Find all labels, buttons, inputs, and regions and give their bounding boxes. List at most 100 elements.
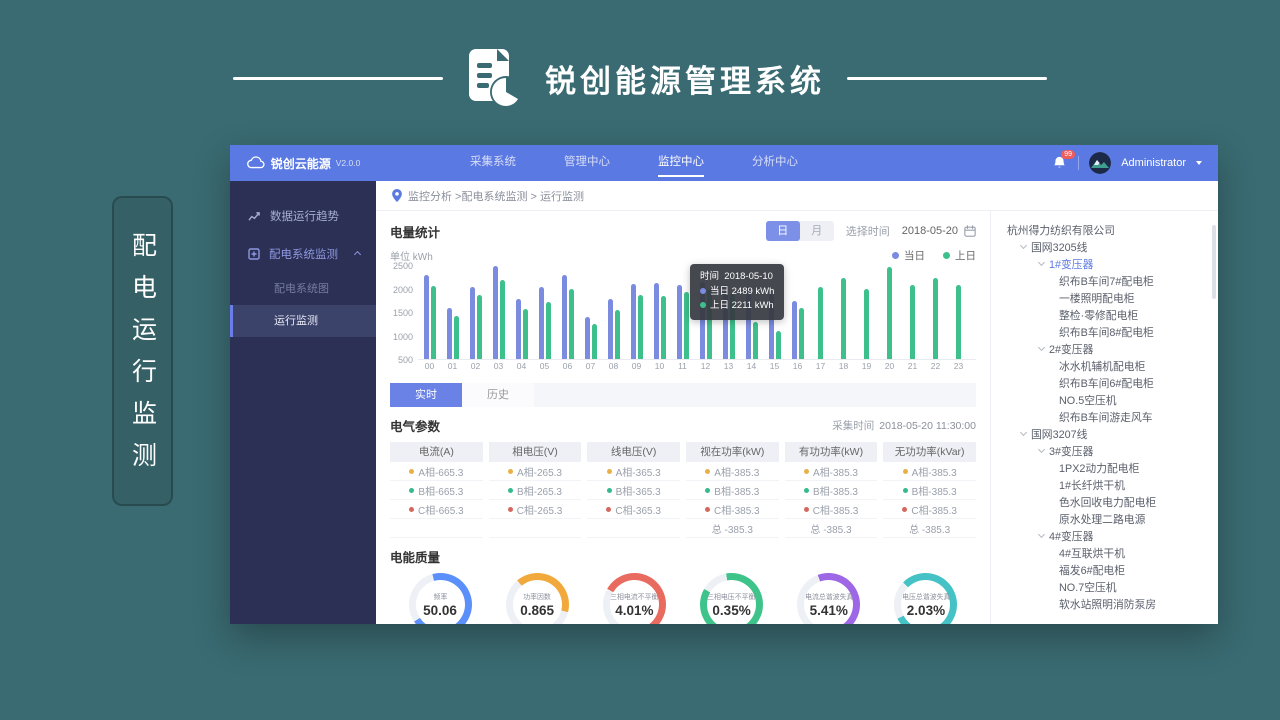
tooltip-row: 上日 2211 kWh: [700, 299, 774, 314]
legend-item[interactable]: 当日: [892, 248, 925, 263]
bar-上日: [798, 307, 804, 359]
chart-unit-label: 单位 kWh: [390, 252, 433, 263]
tab-历史[interactable]: 历史: [462, 383, 534, 407]
app-logo[interactable]: 锐创云能源 V2.0.0: [230, 155, 376, 172]
nav-item[interactable]: 采集系统: [446, 145, 540, 181]
gauge: 三相电流不平衡 4.01%: [588, 573, 680, 624]
chevron-down-icon[interactable]: [1196, 161, 1202, 165]
param-column: 线电压(V) A相-365.3 B相-365.3 C相-365.3: [587, 442, 680, 538]
tree-item[interactable]: 织布B车间8#配电柜: [999, 323, 1210, 340]
tree-item-label: 织布B车间8#配电柜: [1059, 326, 1154, 339]
tree-item[interactable]: 4#互联烘干机: [999, 544, 1210, 561]
phase-dot: [606, 468, 612, 474]
nav-item[interactable]: 分析中心: [728, 145, 822, 181]
bar-上日: [660, 296, 666, 359]
gauge-label: 三相电压不平衡: [707, 592, 756, 601]
panel-icon: [248, 248, 260, 260]
legend-item[interactable]: 上日: [943, 248, 976, 263]
gauge-label: 频率: [433, 592, 447, 601]
chart-plot-area: 00 01 02 03 04 05 06 07 08 09 10 11 12 13 14 15 16 17 18 19…: [418, 264, 976, 373]
bar-当日: [584, 317, 590, 359]
tree-item[interactable]: 福发6#配电柜: [999, 561, 1210, 578]
param-total: 总 -385.3: [909, 524, 951, 536]
bar-当日: [446, 307, 452, 359]
param-value: C相-385.3: [812, 505, 859, 517]
param-cell: 总 -385.3: [685, 519, 779, 538]
logo-version: V2.0.0: [335, 158, 361, 168]
tree-item[interactable]: 4#变压器: [999, 527, 1210, 544]
param-cell: B相-385.3: [685, 481, 779, 500]
phase-dot: [409, 487, 415, 493]
gauge: 频率 50.06: [394, 573, 486, 624]
tree-item[interactable]: 3#变压器: [999, 442, 1210, 459]
param-value: A相-265.3: [516, 467, 562, 479]
tree-item[interactable]: 整检·零修配电柜: [999, 306, 1210, 323]
breadcrumb-text: 监控分析 >配电系统监测 > 运行监测: [408, 190, 585, 203]
tree-item[interactable]: 1#长纤烘干机: [999, 476, 1210, 493]
tree-item[interactable]: 国网3205线: [999, 238, 1210, 255]
tree-item-label: 织布B车间6#配电柜: [1059, 377, 1154, 390]
tree-item-label: 1PX2动力配电柜: [1059, 462, 1140, 475]
sidebar-item[interactable]: 配电系统监测: [230, 235, 376, 273]
bar-上日: [910, 284, 915, 359]
tree-item[interactable]: 原水处理二路电源: [999, 510, 1210, 527]
date-picker[interactable]: 2018-05-20: [902, 225, 976, 237]
gauge-value: 2.03%: [906, 603, 946, 618]
period-toggle-option[interactable]: 日: [765, 221, 800, 241]
y-tick-label: 2500: [392, 261, 413, 271]
bar-group: [441, 266, 464, 359]
phase-dot: [803, 487, 809, 493]
tree-item[interactable]: 1#变压器: [999, 255, 1210, 272]
param-column-header: 相电压(V): [488, 442, 582, 462]
tree-item[interactable]: 织布B车间7#配电柜: [999, 272, 1210, 289]
tree-item[interactable]: 软水站照明消防泵房: [999, 595, 1210, 612]
sidebar-item[interactable]: 数据运行趋势: [230, 197, 376, 235]
notification-bell-icon[interactable]: 99: [1052, 150, 1075, 171]
tree-item[interactable]: NO.7空压机: [999, 578, 1210, 595]
chart-y-axis: 2500 2000 1500 1000 500: [390, 261, 418, 365]
phase-dot: [606, 487, 612, 493]
tree-item[interactable]: 国网3207线: [999, 425, 1210, 442]
legend-dot: [943, 252, 950, 259]
sidebar-subitem[interactable]: 运行监测: [230, 305, 376, 337]
nav-item[interactable]: 管理中心: [540, 145, 634, 181]
tree-item[interactable]: 1PX2动力配电柜: [999, 459, 1210, 476]
y-tick-label: 1000: [392, 331, 413, 342]
bar-group: [648, 266, 671, 359]
tree-item-label: 3#变压器: [1049, 445, 1094, 458]
gauge-value: 0.865: [520, 603, 555, 618]
gauge-value: 0.35%: [712, 603, 751, 618]
x-tick-label: 12: [700, 361, 711, 371]
tab-实时[interactable]: 实时: [390, 383, 462, 407]
bar-当日: [653, 283, 659, 359]
bar-group: [832, 266, 855, 359]
user-name[interactable]: Administrator: [1121, 157, 1186, 169]
sidebar-subitem[interactable]: 配电系统图: [274, 283, 329, 295]
tree-item[interactable]: 织布B车间游走风车: [999, 408, 1210, 425]
x-tick-label: 19: [861, 361, 872, 371]
tree-item[interactable]: 冰水机辅机配电柜: [999, 357, 1210, 374]
tree-item[interactable]: 2#变压器: [999, 340, 1210, 357]
nav-item[interactable]: 监控中心: [634, 145, 728, 181]
tree-item[interactable]: 色水回收电力配电柜: [999, 493, 1210, 510]
param-cell: A相-385.3: [883, 462, 976, 481]
tree-scrollbar[interactable]: [1212, 225, 1216, 299]
user-avatar[interactable]: [1089, 152, 1112, 174]
bar-上日: [614, 309, 620, 359]
gauge-hole: 三相电压不平衡 0.35%: [707, 580, 757, 624]
slide-title: 锐创能源管理系统: [545, 63, 825, 99]
bar-上日: [453, 316, 459, 359]
params-title: 电气参数: [390, 420, 441, 434]
tooltip-row: 当日 2489 kWh: [700, 285, 774, 300]
bar-group: [418, 266, 441, 359]
x-tick-label: 10: [654, 361, 665, 371]
tree-item[interactable]: NO.5空压机: [999, 391, 1210, 408]
nav-item-label: 分析中心: [752, 156, 798, 168]
bar-group: [740, 266, 763, 359]
tree-item[interactable]: 一楼照明配电柜: [999, 289, 1210, 306]
app-sidebar: 数据运行趋势 配电系统监测配电系统图运行监测: [230, 181, 376, 624]
tree-item[interactable]: 杭州得力纺织有限公司: [999, 221, 1210, 238]
period-toggle-option[interactable]: 月: [811, 225, 823, 237]
tree-item[interactable]: 织布B车间6#配电柜: [999, 374, 1210, 391]
decorative-line-left: [233, 76, 443, 80]
